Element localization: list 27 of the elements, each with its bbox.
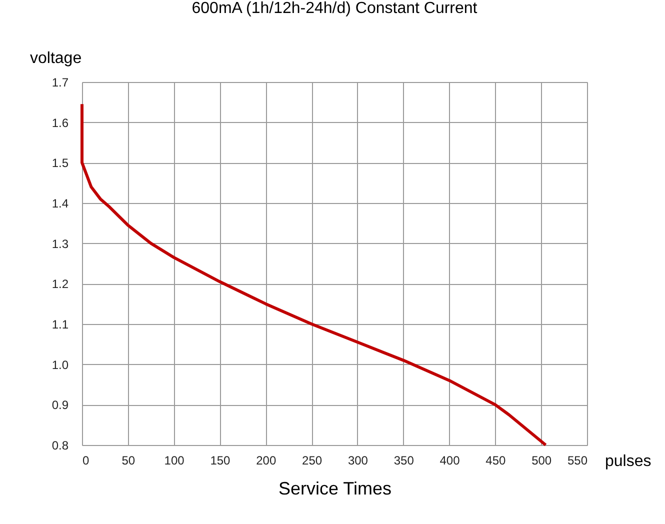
y-tick-label: 1.6 bbox=[52, 116, 69, 130]
y-tick-label: 1.5 bbox=[52, 156, 69, 170]
x-tick-label: 550 bbox=[567, 454, 588, 468]
x-tick-label: 300 bbox=[348, 454, 368, 468]
x-tick-label: 500 bbox=[532, 454, 552, 468]
x-tick-label: 50 bbox=[122, 454, 136, 468]
y-tick-label: 1.3 bbox=[52, 236, 69, 251]
y-tick-label: 1.7 bbox=[52, 76, 69, 90]
text: pulses bbox=[605, 453, 652, 470]
x-tick-label: 350 bbox=[394, 454, 414, 468]
x-tick-label: 450 bbox=[486, 454, 506, 468]
y-axis-title: voltage bbox=[30, 50, 82, 67]
x-tick-label: 0 bbox=[82, 454, 90, 468]
y-tick-label: 1.2 bbox=[52, 277, 69, 292]
x-tick-label: 200 bbox=[256, 454, 276, 468]
line-series bbox=[80, 102, 548, 446]
x-tick-label: 100 bbox=[164, 454, 185, 468]
x-axis-title: Service Times bbox=[278, 478, 392, 498]
y-tick-label: 1.0 bbox=[52, 358, 69, 372]
y-tick-label: 1.4 bbox=[52, 196, 69, 210]
y-tick-label: 0.9 bbox=[52, 398, 69, 412]
x-tick-label: 400 bbox=[440, 454, 460, 468]
y-tick-label: 1.1 bbox=[52, 318, 69, 332]
chart-title: 600mA (1h/12h-24h/d) Constant Current bbox=[192, 0, 478, 17]
x-tick-label: 250 bbox=[302, 454, 322, 468]
x-tick-label: 150 bbox=[210, 454, 231, 468]
y-tick-label: 0.8 bbox=[52, 438, 69, 452]
